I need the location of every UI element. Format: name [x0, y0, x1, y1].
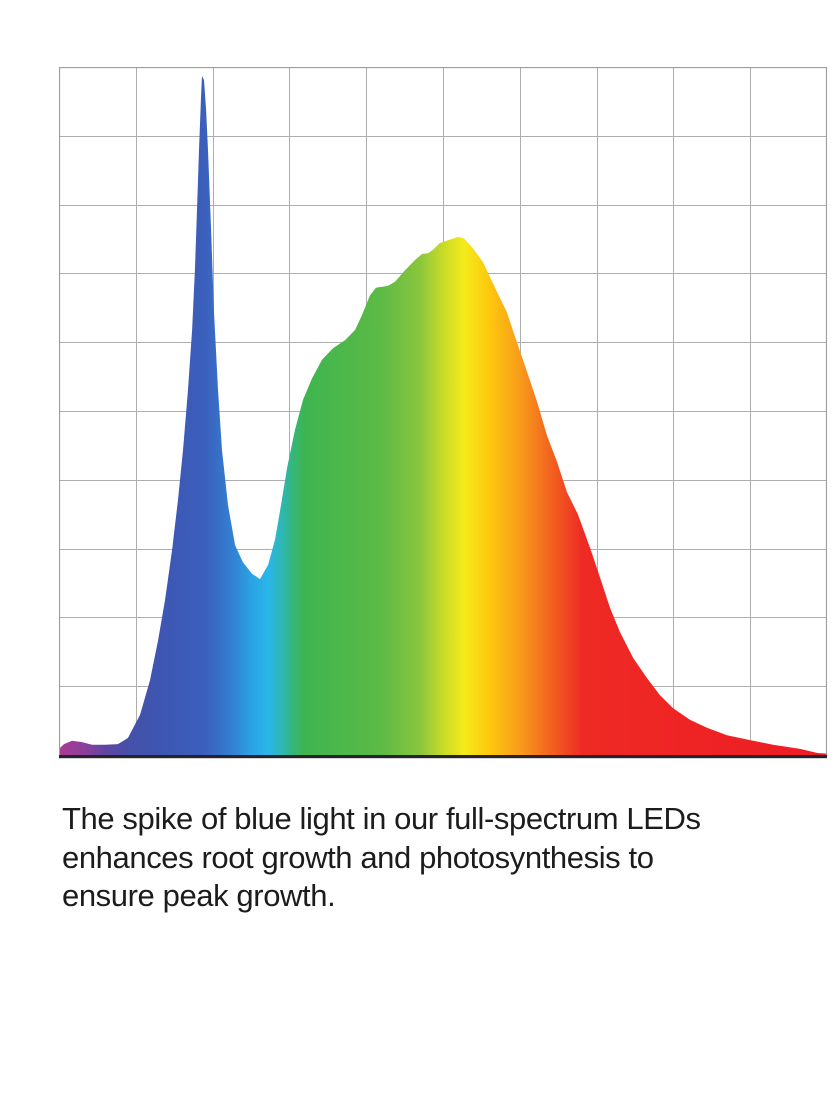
spectrum-chart [59, 67, 827, 759]
caption-line: ensure peak growth. [62, 878, 336, 913]
spectrum-area [59, 76, 827, 755]
caption-line: The spike of blue light in our full-spec… [62, 801, 701, 836]
x-axis-baseline [59, 755, 827, 759]
spectrum-plot [59, 67, 827, 759]
caption-line: enhances root growth and photosynthesis … [62, 839, 654, 875]
plot-border [59, 67, 827, 755]
caption-text: The spike of blue light in our full-spec… [62, 800, 784, 916]
